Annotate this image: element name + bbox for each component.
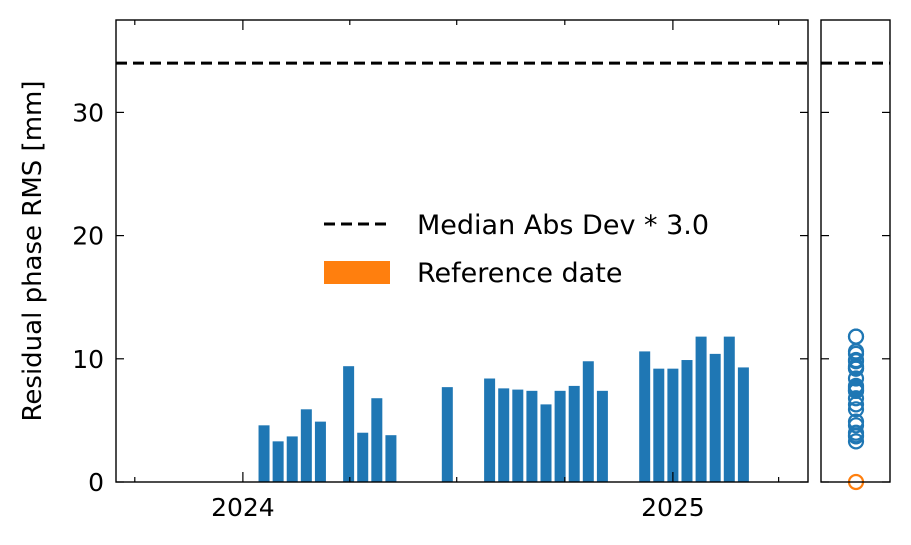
bar bbox=[540, 404, 552, 482]
main-plot-frame bbox=[115, 19, 809, 483]
y-tick-label: 20 bbox=[72, 222, 104, 251]
bar bbox=[568, 385, 580, 482]
distribution-point bbox=[847, 351, 865, 369]
distribution-point bbox=[847, 382, 865, 399]
bar bbox=[286, 436, 298, 482]
bar bbox=[639, 351, 651, 482]
bar bbox=[596, 390, 608, 482]
main-plot-area: 0 10 20 30 2024 2025 Residual phase RMS [mm]… bbox=[18, 19, 809, 522]
bar bbox=[498, 388, 510, 482]
bar bbox=[737, 367, 749, 482]
bar bbox=[695, 336, 707, 482]
legend-threshold-label: Median Abs Dev * 3.0 bbox=[417, 210, 709, 241]
bar bbox=[709, 353, 721, 482]
bar bbox=[681, 360, 693, 482]
distribution-points bbox=[847, 328, 865, 491]
distribution-frame bbox=[820, 19, 891, 483]
distribution-point bbox=[847, 328, 865, 345]
distribution-point bbox=[847, 427, 865, 444]
bar bbox=[723, 336, 735, 482]
bar bbox=[667, 368, 679, 482]
bar bbox=[526, 390, 538, 482]
distribution-point bbox=[847, 390, 865, 407]
bar bbox=[582, 361, 594, 482]
bar bbox=[484, 378, 496, 482]
x-axis-ticks: 2024 2025 bbox=[134, 20, 780, 522]
bar-series bbox=[258, 336, 749, 482]
x-tick-label: 2024 bbox=[211, 493, 275, 522]
bar bbox=[343, 366, 355, 482]
legend-reference-label: Reference date bbox=[417, 258, 622, 289]
bar bbox=[272, 441, 284, 482]
y-tick-label: 10 bbox=[72, 345, 104, 374]
distribution-point bbox=[847, 401, 865, 418]
bar bbox=[300, 409, 312, 482]
distribution-point bbox=[847, 377, 865, 395]
bar bbox=[653, 368, 665, 482]
bar bbox=[441, 387, 453, 482]
x-tick-label: 2025 bbox=[641, 493, 705, 522]
y-axis-label: Residual phase RMS [mm] bbox=[18, 81, 48, 422]
y-tick-label: 0 bbox=[88, 468, 104, 497]
bar bbox=[512, 389, 524, 482]
y-axis-ticks: 0 10 20 30 bbox=[72, 98, 808, 497]
legend: Median Abs Dev * 3.0 Reference date bbox=[324, 210, 709, 289]
bar bbox=[554, 390, 566, 482]
distribution-point bbox=[847, 433, 865, 450]
bar bbox=[357, 432, 369, 482]
bar bbox=[385, 435, 397, 482]
distribution-point bbox=[847, 370, 865, 387]
distribution-panel bbox=[820, 19, 891, 491]
bar bbox=[371, 398, 383, 482]
bar bbox=[258, 425, 270, 482]
legend-reference-swatch bbox=[324, 261, 390, 284]
distribution-point bbox=[847, 359, 865, 376]
y-tick-label: 30 bbox=[72, 98, 104, 127]
bar bbox=[314, 421, 326, 482]
